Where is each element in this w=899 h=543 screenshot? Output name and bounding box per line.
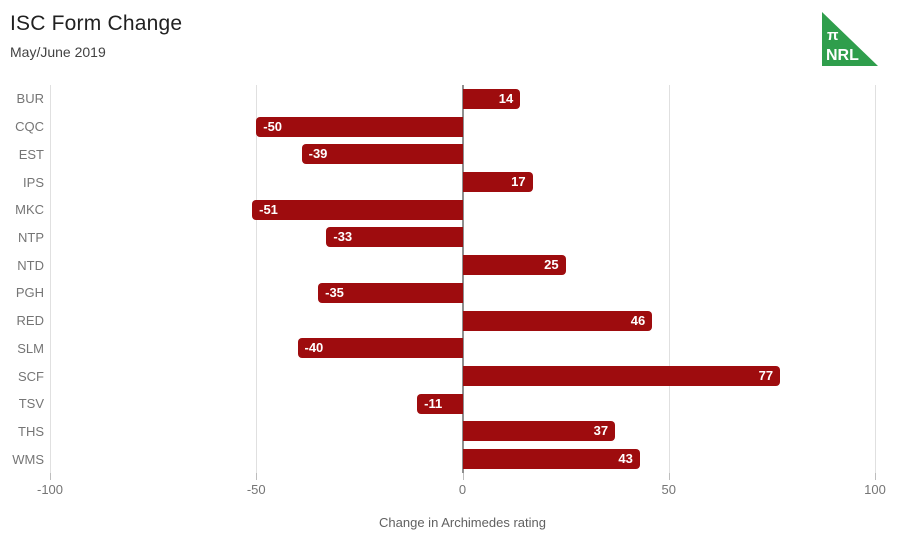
category-label-pgh: PGH <box>15 285 44 301</box>
bar-est: -39 <box>301 144 463 165</box>
bar-cqc: -50 <box>256 116 463 137</box>
bar-row: 17 <box>50 168 875 196</box>
x-tick-label: -50 <box>246 482 266 497</box>
x-tickmarks <box>50 473 876 481</box>
bar-mkc: -51 <box>252 199 463 220</box>
bar-ntd: 25 <box>462 255 566 276</box>
tick-mark <box>50 473 51 480</box>
bar-row: -51 <box>50 196 875 224</box>
tick-mark <box>668 473 670 480</box>
svg-text:π: π <box>827 27 839 44</box>
chart-title: ISC Form Change <box>10 12 183 35</box>
x-tick-label: -100 <box>36 482 64 497</box>
bar-row: -40 <box>50 334 875 362</box>
x-tick-label: 50 <box>661 482 676 497</box>
bar-slm: -40 <box>297 338 463 359</box>
category-label-wms: WMS <box>12 451 44 467</box>
bar-row: 77 <box>50 362 875 390</box>
chart-subtitle: May/June 2019 <box>10 44 106 60</box>
bar-pgh: -35 <box>318 282 463 303</box>
bar-value-label: 77 <box>758 368 774 384</box>
category-label-ntd: NTD <box>17 257 44 273</box>
bar-value-label: -11 <box>424 395 443 411</box>
bar-row: 25 <box>50 251 875 279</box>
bar-rows: 14 -50 -39 17 -51 -33 25 -35 46 -40 77 -11 37 43 <box>50 85 875 473</box>
bar-value-label: 14 <box>498 90 514 106</box>
bar-red: 46 <box>462 310 653 331</box>
nrl-logo-icon: π NRL <box>822 12 878 66</box>
bar-ips: 17 <box>462 172 533 193</box>
zero-baseline <box>461 85 464 473</box>
category-axis: BUR CQC EST IPS MKC NTP NTD PGH RED SLM SCF TSV THS W… <box>0 85 44 473</box>
gridline <box>256 85 258 473</box>
x-axis-title: Change in Archimedes rating <box>379 515 546 530</box>
bar-value-label: -35 <box>325 284 344 300</box>
bar-row: -33 <box>50 224 875 252</box>
bar-wms: 43 <box>462 449 640 470</box>
category-label-cqc: CQC <box>15 119 44 135</box>
plot-area: 14 -50 -39 17 -51 -33 25 -35 46 -40 77 -11 37 43 <box>50 85 876 473</box>
category-label-bur: BUR <box>16 91 44 107</box>
category-label-est: EST <box>18 146 44 162</box>
bar-scf: 77 <box>462 366 781 387</box>
bar-row: -50 <box>50 113 875 141</box>
category-label-mkc: MKC <box>15 202 44 218</box>
bar-value-label: 17 <box>511 174 526 190</box>
bar-value-label: -51 <box>259 201 278 217</box>
bar-row: -39 <box>50 140 875 168</box>
tick-mark <box>875 473 876 480</box>
gridline <box>668 85 670 473</box>
category-label-ips: IPS <box>23 174 44 190</box>
tick-mark <box>462 473 464 480</box>
bar-ntp: -33 <box>326 227 463 248</box>
tick-mark <box>256 473 258 480</box>
bar-row: -11 <box>50 390 875 418</box>
gridline <box>50 85 51 473</box>
category-label-slm: SLM <box>17 340 44 356</box>
bar-value-label: 37 <box>593 423 609 439</box>
category-label-tsv: TSV <box>18 396 44 412</box>
bar-value-label: -39 <box>308 146 328 162</box>
bar-row: 14 <box>50 85 875 113</box>
bar-bur: 14 <box>462 88 521 109</box>
bar-value-label: 46 <box>630 312 646 328</box>
category-label-red: RED <box>16 313 44 329</box>
bar-ths: 37 <box>462 421 616 442</box>
bar-value-label: -40 <box>304 340 324 356</box>
svg-text:NRL: NRL <box>826 47 859 64</box>
bar-row: 46 <box>50 307 875 335</box>
x-tick-label: 100 <box>864 482 886 497</box>
bar-row: 43 <box>50 445 875 473</box>
bar-row: 37 <box>50 418 875 446</box>
gridline <box>875 85 876 473</box>
bar-row: -35 <box>50 279 875 307</box>
bar-value-label: 25 <box>544 257 559 273</box>
bar-value-label: -50 <box>263 118 283 134</box>
x-ticklabels: -100 -50 0 50 100 <box>37 482 886 498</box>
category-label-scf: SCF <box>18 368 44 384</box>
bar-value-label: -33 <box>333 229 353 245</box>
category-label-ntp: NTP <box>18 229 44 245</box>
bar-tsv: -11 <box>417 393 463 414</box>
x-tick-label: 0 <box>458 482 467 497</box>
bar-value-label: 43 <box>618 451 633 467</box>
category-label-ths: THS <box>18 423 44 439</box>
